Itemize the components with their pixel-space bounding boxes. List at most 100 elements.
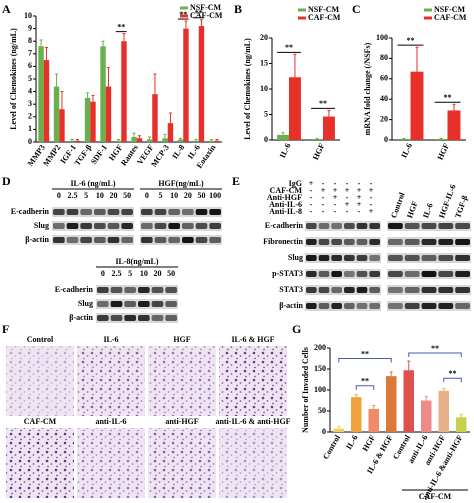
blot-band: [438, 255, 454, 261]
legend-swatch: [424, 16, 432, 20]
y-tick-label: 3: [28, 99, 32, 108]
row-label: E-cadherin: [11, 207, 50, 216]
bar: [311, 138, 323, 140]
y-tick-label: 50: [318, 406, 326, 415]
blot-band: [124, 287, 136, 293]
blot-band: [195, 237, 208, 243]
image-label: anti-HGF: [165, 417, 198, 426]
lane-label: 50: [198, 191, 206, 200]
significance: **: [117, 22, 125, 31]
bar: [162, 138, 168, 142]
lane-label: 10: [96, 191, 104, 200]
blot-band: [318, 255, 330, 261]
blot-band: [306, 223, 317, 229]
block-title: HGF(ng/mL): [158, 179, 204, 188]
blot-band: [151, 287, 164, 293]
lane-label: 100: [209, 191, 221, 200]
blot-band: [356, 287, 368, 293]
treatment-label: IL-6: [421, 202, 435, 219]
comparison-bracket: [408, 352, 462, 358]
bar: [386, 376, 397, 432]
row-label: E-cadherin: [265, 221, 304, 230]
blot-band: [165, 287, 177, 293]
lane-label: 2.5: [68, 191, 78, 200]
condition-sign: -: [334, 200, 337, 209]
blot-band: [356, 255, 368, 261]
blot-band: [94, 223, 106, 229]
blot-band: [438, 223, 454, 229]
blot-band: [404, 223, 420, 229]
micrograph-cells: [77, 428, 145, 498]
blot-band: [438, 287, 454, 293]
condition-sign: +: [333, 193, 338, 202]
blot-band: [195, 209, 208, 215]
bar: [69, 140, 75, 142]
y-tick-label: 0: [384, 135, 388, 144]
image-label: CAF-CM: [24, 417, 57, 426]
blot-band: [388, 303, 403, 309]
bar: [105, 86, 112, 142]
bar: [421, 400, 432, 432]
bar: [84, 97, 91, 142]
condition-label: Anti-IL-6: [269, 200, 302, 209]
blot-strip: [305, 253, 381, 263]
condition-sign: +: [345, 186, 350, 195]
blot-band: [121, 223, 133, 229]
blot-strip: [96, 313, 178, 323]
condition-sign: +: [357, 193, 362, 202]
blot-band: [369, 255, 380, 261]
legend-swatch: [180, 6, 188, 10]
blot-band: [388, 271, 403, 277]
blot-band: [306, 287, 317, 293]
blot-band: [331, 303, 342, 309]
bar: [214, 140, 220, 142]
blot-strip: [305, 301, 381, 311]
x-tick-label: Control: [321, 433, 342, 461]
blot-band: [110, 287, 123, 293]
blot-band: [421, 223, 437, 229]
blot-band: [356, 303, 368, 309]
image-label: Control: [27, 335, 54, 344]
lane-label: 10: [140, 269, 148, 278]
blot-band: [182, 209, 194, 215]
blot-band: [388, 287, 403, 293]
image-label: HGF: [173, 335, 190, 344]
block-title: IL-6 (ng/mL): [70, 179, 115, 188]
blot-band: [97, 301, 109, 307]
legend-label: CAF-CM: [190, 11, 223, 20]
condition-sign: +: [321, 186, 326, 195]
lane-label: 50: [167, 269, 175, 278]
significance: **: [444, 93, 452, 102]
bar: [146, 139, 153, 142]
y-tick-label: 10: [24, 11, 32, 20]
y-tick-label: 40: [380, 94, 388, 103]
blot-band: [121, 209, 133, 215]
blot-band: [94, 237, 106, 243]
blot-band: [369, 239, 380, 245]
bar: [136, 138, 143, 142]
blot-band: [344, 255, 355, 261]
treatment-label: Control: [389, 191, 407, 220]
condition-sign: -: [310, 207, 313, 216]
blot-band: [168, 237, 180, 243]
blot-band: [306, 271, 317, 277]
blot-band: [168, 209, 180, 215]
significance: **: [179, 10, 187, 19]
blot-band: [138, 315, 150, 321]
blot-band: [404, 303, 420, 309]
lane-label: 20: [110, 191, 118, 200]
condition-sign: +: [357, 200, 362, 209]
lane-label: 2.5: [112, 269, 122, 278]
treatment-label: TGF-β: [453, 194, 469, 219]
x-tick-label: IL-8: [170, 143, 186, 161]
x-tick-label: IL-6: [399, 142, 414, 160]
lane-label: 5: [84, 191, 88, 200]
blot-band: [369, 223, 380, 229]
bar: [323, 116, 335, 140]
condition-sign: +: [369, 186, 374, 195]
blot-band: [369, 271, 380, 277]
blot-band: [438, 239, 454, 245]
condition-sign: +: [309, 179, 314, 188]
blot-band: [53, 209, 65, 215]
blot-band: [97, 315, 109, 321]
